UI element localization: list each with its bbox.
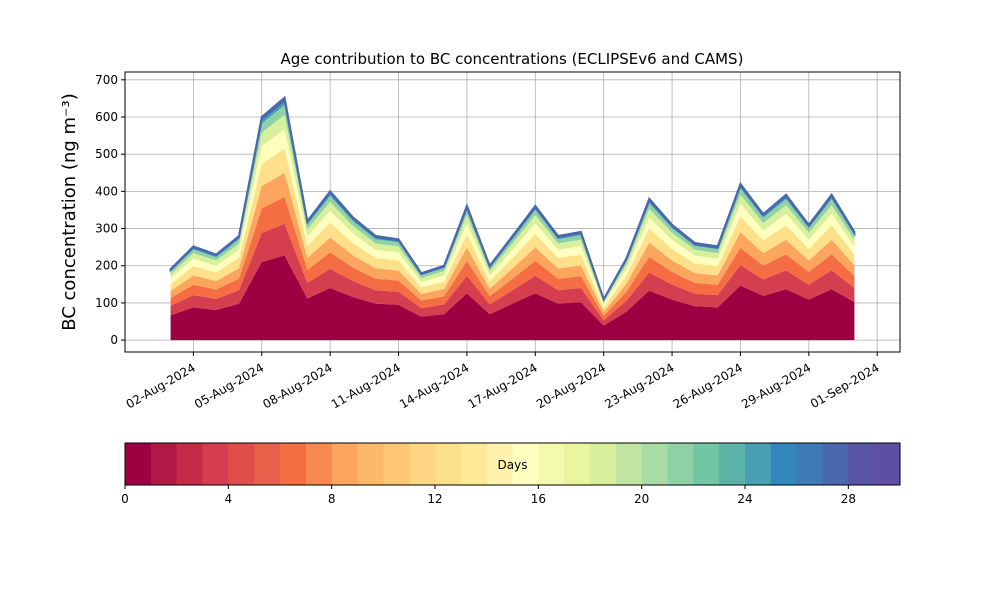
colorbar-frame [124,442,901,486]
colorbar-bin [564,443,591,485]
colorbar-bin [874,443,901,485]
colorbar-bin [822,443,849,485]
colorbar-tick-label: 16 [531,492,546,506]
colorbar-bin [383,443,410,485]
x-tick-label: 26-Aug-2024 [671,360,745,411]
x-tick-label: 11-Aug-2024 [329,360,403,411]
colorbar-bin [460,443,488,485]
area-band [169,95,856,303]
y-tick-label: 200 [95,259,118,273]
colorbar-tick-label: 20 [634,492,649,506]
colorbar-tick-label: 4 [225,492,233,506]
chart-title: Age contribution to BC concentrations (E… [281,50,744,68]
y-axis-label: BC concentration (ng m⁻³) [59,93,80,331]
colorbar-bin [538,443,565,485]
x-tick-label: 17-Aug-2024 [466,360,540,411]
colorbar-bin [486,443,513,485]
x-tick-label: 23-Aug-2024 [602,360,676,411]
colorbar-bin [176,443,203,485]
colorbar-bin [615,443,643,485]
x-tick-label: 05-Aug-2024 [192,360,266,411]
colorbar-bin [667,443,694,485]
colorbar-bin [125,443,152,485]
colorbar-bin [331,443,358,485]
x-tick-label: 14-Aug-2024 [397,360,471,411]
colorbar-bin [435,443,462,485]
colorbar-tick-label: 28 [841,492,856,506]
colorbar-bin [796,443,823,485]
colorbar-bin [693,443,720,485]
colorbar-bin [590,443,617,485]
x-tick-label: 08-Aug-2024 [260,360,334,411]
y-tick-label: 0 [110,333,118,347]
colorbar-tick-label: 0 [121,492,129,506]
y-tick-label: 300 [95,222,118,236]
colorbar-bin [409,443,436,485]
x-tick-label: 02-Aug-2024 [124,360,198,411]
colorbar-bin [357,443,384,485]
colorbar-label: Days [498,458,528,472]
colorbar-bin [770,443,798,485]
x-tick-label: 20-Aug-2024 [534,360,608,411]
y-tick-label: 100 [95,296,118,310]
y-tick-label: 500 [95,147,118,161]
colorbar-bin [228,443,255,485]
colorbar-bin [202,443,229,485]
colorbar-tick-label: 8 [328,492,336,506]
colorbar-bin [280,443,307,485]
colorbar-bin [305,443,333,485]
colorbar-bin [745,443,772,485]
colorbar-bin [254,443,281,485]
x-tick-label: 29-Aug-2024 [739,360,813,411]
colorbar-bin [641,443,668,485]
area-band [170,223,855,326]
y-tick-label: 600 [95,110,118,124]
x-tick-label: 01-Sep-2024 [808,360,882,411]
area-band [170,255,855,341]
plot-frame [124,71,901,353]
colorbar-bin [848,443,875,485]
y-tick-label: 400 [95,184,118,198]
y-tick-label: 700 [95,73,118,87]
colorbar-bin [719,443,746,485]
colorbar-tick-label: 24 [737,492,752,506]
colorbar-tick-label: 12 [427,492,442,506]
colorbar-bin [512,443,539,485]
colorbar-bin [150,443,178,485]
